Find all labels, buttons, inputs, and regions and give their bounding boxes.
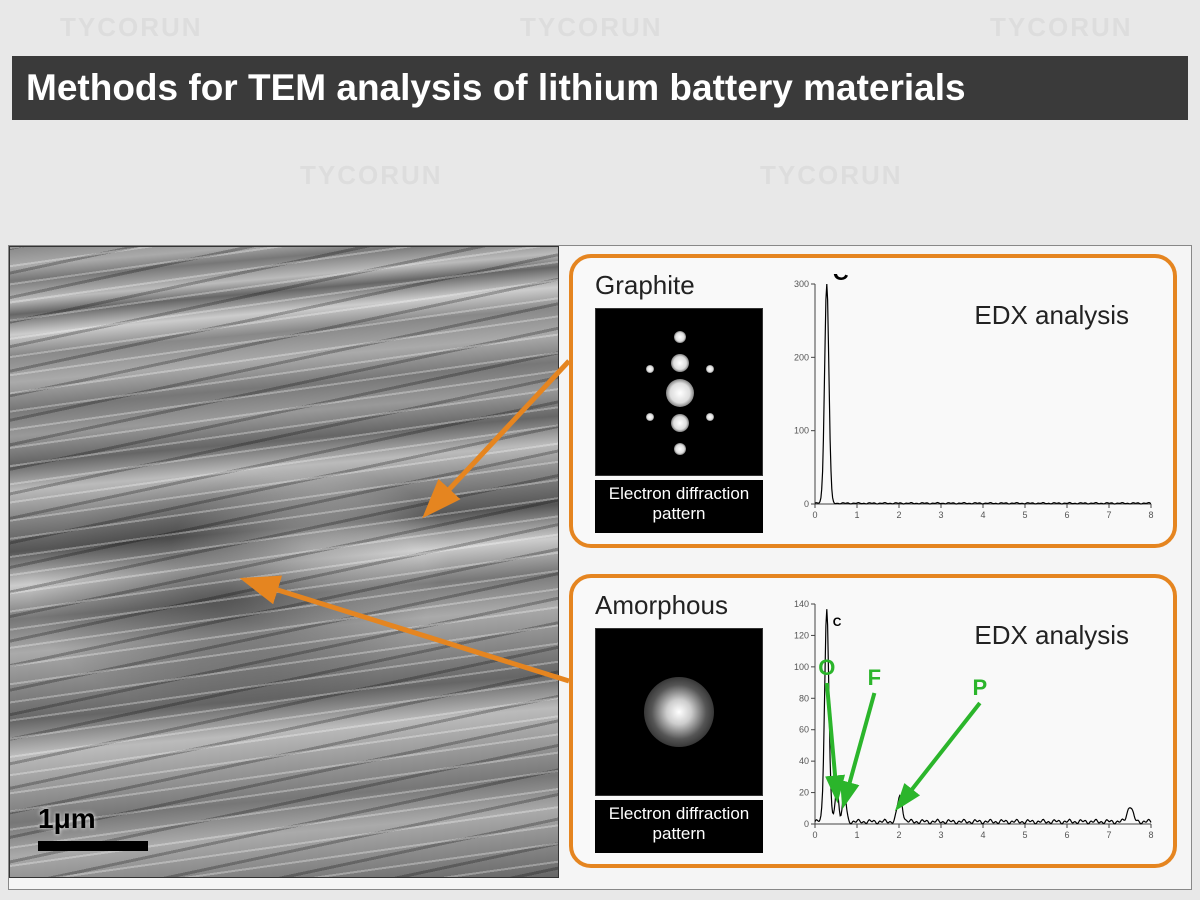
svg-text:C: C bbox=[833, 274, 849, 285]
page-title-text: Methods for TEM analysis of lithium batt… bbox=[26, 67, 966, 109]
svg-text:20: 20 bbox=[799, 788, 809, 798]
svg-text:1: 1 bbox=[854, 510, 859, 520]
amorphous-halo bbox=[644, 677, 714, 747]
diffraction-graphite bbox=[595, 308, 763, 476]
diffraction-spot bbox=[671, 354, 689, 372]
page-title-bar: Methods for TEM analysis of lithium batt… bbox=[12, 56, 1188, 120]
svg-text:O: O bbox=[818, 655, 835, 680]
svg-text:0: 0 bbox=[812, 830, 817, 840]
svg-text:8: 8 bbox=[1148, 830, 1153, 840]
diffraction-spot bbox=[646, 413, 654, 421]
svg-text:3: 3 bbox=[938, 510, 943, 520]
watermark: TYCORUN bbox=[990, 12, 1133, 43]
tem-texture bbox=[10, 247, 558, 877]
svg-text:P: P bbox=[972, 675, 987, 700]
diffraction-spot bbox=[671, 414, 689, 432]
svg-text:100: 100 bbox=[794, 426, 809, 436]
svg-text:5: 5 bbox=[1022, 830, 1027, 840]
edx-amorphous: EDX analysis 020406080100120140012345678… bbox=[781, 594, 1159, 848]
edx-graphite: EDX analysis 0100200300012345678C bbox=[781, 274, 1159, 528]
panel-graphite-label: Graphite bbox=[595, 270, 695, 301]
scale-label: 1μm bbox=[38, 803, 96, 835]
panel-amorphous: Amorphous Electron diffraction pattern E… bbox=[569, 574, 1177, 868]
svg-text:2: 2 bbox=[896, 510, 901, 520]
diffraction-amorphous-caption: Electron diffraction pattern bbox=[595, 800, 763, 853]
svg-text:200: 200 bbox=[794, 352, 809, 362]
svg-text:40: 40 bbox=[799, 756, 809, 766]
diffraction-graphite-caption: Electron diffraction pattern bbox=[595, 480, 763, 533]
svg-text:F: F bbox=[868, 665, 881, 690]
svg-text:7: 7 bbox=[1106, 830, 1111, 840]
svg-text:100: 100 bbox=[794, 662, 809, 672]
svg-text:6: 6 bbox=[1064, 830, 1069, 840]
diffraction-spot bbox=[646, 365, 654, 373]
tem-micrograph: 1μm bbox=[9, 246, 559, 878]
svg-text:140: 140 bbox=[794, 599, 809, 609]
diffraction-spot bbox=[674, 331, 686, 343]
svg-text:0: 0 bbox=[812, 510, 817, 520]
svg-text:5: 5 bbox=[1022, 510, 1027, 520]
svg-text:6: 6 bbox=[1064, 510, 1069, 520]
svg-text:0: 0 bbox=[804, 499, 809, 509]
svg-text:4: 4 bbox=[980, 510, 985, 520]
edx-amorphous-svg: 0 20 40 60 80 100 120 140 0 1 2 3 4 5 6 7 8 C O F P bbox=[781, 594, 1159, 848]
svg-text:8: 8 bbox=[1148, 510, 1153, 520]
svg-text:0: 0 bbox=[804, 819, 809, 829]
watermark: TYCORUN bbox=[60, 12, 203, 43]
svg-text:300: 300 bbox=[794, 279, 809, 289]
svg-text:2: 2 bbox=[896, 830, 901, 840]
svg-text:4: 4 bbox=[980, 830, 985, 840]
svg-text:80: 80 bbox=[799, 693, 809, 703]
svg-text:1: 1 bbox=[854, 830, 859, 840]
svg-text:3: 3 bbox=[938, 830, 943, 840]
figure-area: 1μm Graphite Electron diffraction patter… bbox=[8, 245, 1192, 890]
svg-text:C: C bbox=[833, 615, 842, 629]
panel-graphite: Graphite Electron diffraction pattern ED… bbox=[569, 254, 1177, 548]
diffraction-spot bbox=[674, 443, 686, 455]
panel-amorphous-label: Amorphous bbox=[595, 590, 728, 621]
svg-text:120: 120 bbox=[794, 630, 809, 640]
watermark: TYCORUN bbox=[300, 160, 443, 191]
diffraction-spot bbox=[666, 379, 694, 407]
svg-text:7: 7 bbox=[1106, 510, 1111, 520]
scale-bar bbox=[38, 841, 148, 851]
diffraction-amorphous bbox=[595, 628, 763, 796]
diffraction-spot bbox=[706, 413, 714, 421]
svg-text:60: 60 bbox=[799, 725, 809, 735]
watermark: TYCORUN bbox=[520, 12, 663, 43]
watermark: TYCORUN bbox=[760, 160, 903, 191]
diffraction-spot bbox=[706, 365, 714, 373]
edx-graphite-svg: 0 100 200 300 0 1 2 3 4 5 6 7 8 C bbox=[781, 274, 1159, 528]
